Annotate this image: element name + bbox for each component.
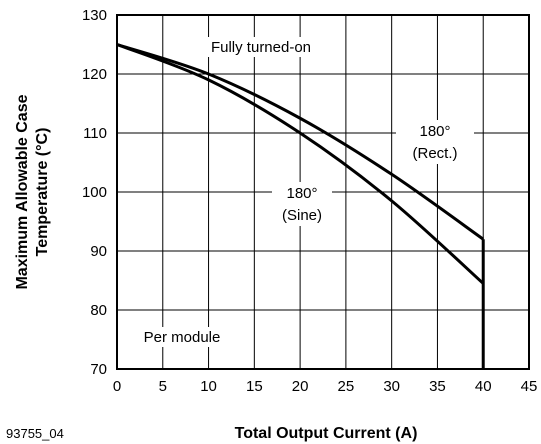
y-tick-label: 120	[82, 66, 107, 83]
x-tick-label: 10	[200, 378, 217, 395]
sine-label-line1: 180°	[286, 185, 317, 202]
x-tick-label: 25	[338, 378, 355, 395]
sine-label-line2: (Sine)	[282, 207, 322, 224]
curve-rect	[116, 43, 485, 241]
x-tick-label: 40	[475, 378, 492, 395]
y-tick-label: 130	[82, 7, 107, 24]
y-tick-labels: 70 80 90 100 110 120 130	[82, 7, 107, 378]
y-axis-title-line2: Temperature (°C)	[34, 128, 51, 257]
x-tick-label: 5	[159, 378, 167, 395]
sine-label-bg	[272, 182, 332, 226]
x-tick-label: 15	[246, 378, 263, 395]
x-tick-label: 20	[292, 378, 309, 395]
fully-on-label-bg	[181, 37, 341, 57]
y-tick-label: 110	[83, 125, 107, 142]
y-tick-label: 70	[90, 361, 107, 378]
per-module-label-bg	[128, 327, 236, 347]
curve-sine	[116, 43, 485, 285]
y-axis-title: Maximum Allowable Case Temperature (°C)	[14, 94, 51, 289]
y-tick-label: 100	[82, 184, 107, 201]
rect-label-line2: (Rect.)	[413, 145, 458, 162]
curves	[116, 43, 485, 369]
x-tick-label: 35	[429, 378, 446, 395]
x-tick-label: 0	[113, 378, 121, 395]
plot-frame	[116, 14, 530, 370]
x-axis-title: Total Output Current (A)	[235, 425, 418, 442]
per-module-label: Per module	[144, 329, 221, 346]
y-tick-label: 80	[90, 302, 107, 319]
y-axis-title-line1: Maximum Allowable Case	[14, 94, 31, 289]
fully-on-label: Fully turned-on	[211, 39, 311, 56]
x-tick-label: 30	[383, 378, 400, 395]
y-tick-label: 90	[90, 243, 107, 260]
figure-code: 93755_04	[6, 426, 64, 441]
rect-label-bg	[396, 120, 474, 164]
x-tick-label: 45	[521, 378, 538, 395]
x-tick-labels: 0 5 10 15 20 25 30 35 40 45	[113, 378, 538, 395]
grid-lines	[117, 15, 529, 369]
rect-label-line1: 180°	[419, 123, 450, 140]
